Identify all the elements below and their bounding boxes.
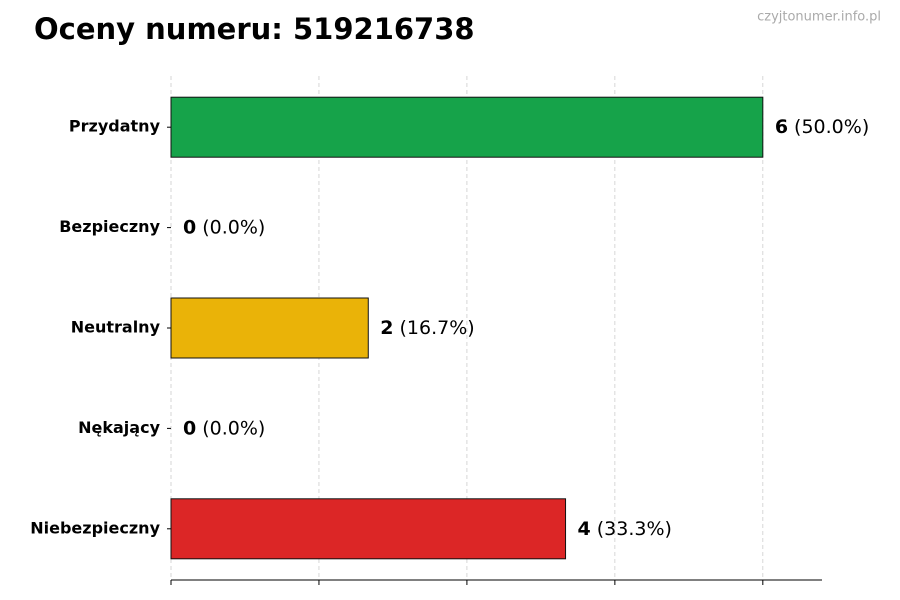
value-label: 4 (33.3%) (578, 517, 672, 539)
value-number: 4 (578, 517, 591, 539)
y-tick-label: Niebezpieczny (30, 518, 160, 537)
value-share: (33.3%) (597, 517, 672, 539)
value-label: 0 (0.0%) (183, 216, 265, 238)
y-tick-label: Neutralny (71, 318, 161, 337)
y-tick-label: Nękający (78, 418, 160, 437)
bar (170, 498, 567, 560)
value-number: 0 (183, 216, 196, 238)
value-share: (16.7%) (400, 317, 475, 339)
bar (170, 297, 369, 359)
value-label: 2 (16.7%) (380, 317, 474, 339)
y-tick-label: Przydatny (69, 117, 161, 136)
chart-title: Oceny numeru: 519216738 (34, 12, 475, 46)
value-number: 6 (775, 116, 788, 138)
value-number: 2 (380, 317, 393, 339)
value-share: (0.0%) (202, 216, 265, 238)
bar (170, 96, 764, 158)
value-label: 6 (50.0%) (775, 116, 869, 138)
value-share: (50.0%) (794, 116, 869, 138)
watermark: czyjtonumer.info.pl (757, 10, 881, 25)
value-number: 0 (183, 417, 196, 439)
value-label: 0 (0.0%) (183, 417, 265, 439)
y-tick-label: Bezpieczny (59, 217, 160, 236)
value-share: (0.0%) (202, 417, 265, 439)
